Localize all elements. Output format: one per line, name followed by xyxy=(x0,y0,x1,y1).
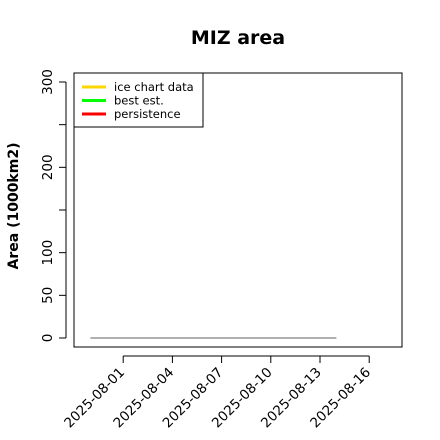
y-tick-label: 300 xyxy=(40,69,56,95)
legend-box xyxy=(73,72,204,128)
x-axis: 2025-08-012025-08-042025-08-072025-08-10… xyxy=(61,355,374,431)
chart-title: MIZ area xyxy=(191,27,285,49)
plot-frame xyxy=(73,72,403,348)
y-axis-label: Area (1000km2) xyxy=(6,143,22,270)
legend-label: best est. xyxy=(114,94,164,108)
y-tick-label: 200 xyxy=(40,154,56,180)
y-axis: 0 50 100 200 300 xyxy=(40,69,67,343)
legend-label: persistence xyxy=(114,107,181,121)
legend-label: ice chart data xyxy=(114,80,194,94)
y-tick-label: 50 xyxy=(40,287,56,304)
y-tick-label: 100 xyxy=(40,240,56,266)
y-tick-label: 0 xyxy=(40,334,56,343)
